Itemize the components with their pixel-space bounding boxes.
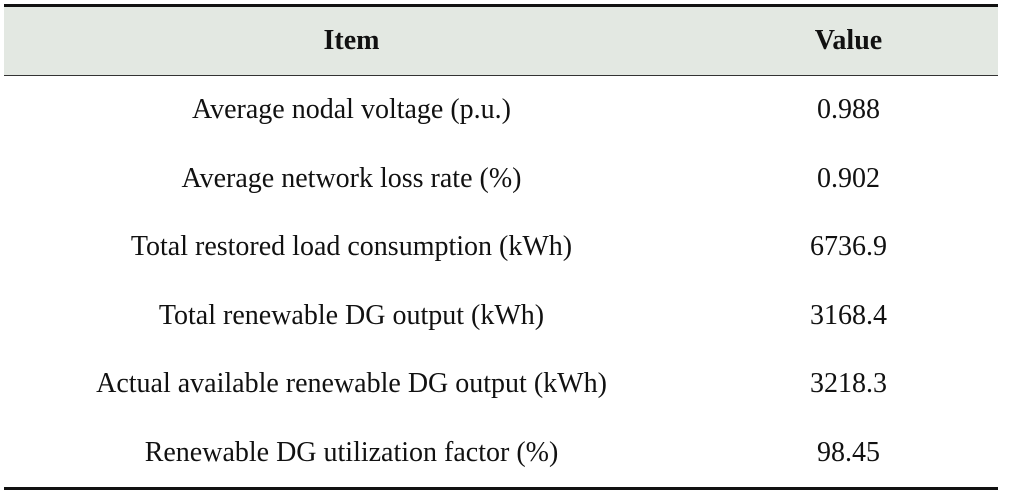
table-row: Total restored load consumption (kWh) 67…	[4, 213, 998, 282]
item-cell: Total renewable DG output (kWh)	[158, 299, 545, 331]
table-body: Average nodal voltage (p.u.) 0.988 Avera…	[4, 76, 998, 490]
item-cell: Total restored load consumption (kWh)	[130, 231, 573, 263]
value-cell: 3218.3	[810, 368, 887, 400]
value-cell: 6736.9	[810, 231, 887, 263]
table-header: Item Value	[4, 4, 998, 76]
item-cell: Renewable DG utilization factor (%)	[4, 418, 699, 490]
value-cell: 0.988	[817, 94, 880, 126]
results-table-container: Item Value Average nodal voltage (p.u.) …	[4, 4, 998, 490]
table-row: Actual available renewable DG output (kW…	[4, 350, 998, 419]
table-row: Average network loss rate (%) 0.902	[4, 145, 998, 214]
table-row: Average nodal voltage (p.u.) 0.988	[4, 76, 998, 145]
column-header-item: Item	[4, 4, 699, 76]
column-header-value: Value	[699, 4, 998, 76]
value-cell: 3168.4	[810, 299, 887, 331]
item-cell: Average network loss rate (%)	[181, 162, 522, 194]
item-cell: Actual available renewable DG output (kW…	[96, 368, 607, 400]
table-row: Renewable DG utilization factor (%) 98.4…	[4, 418, 998, 490]
value-cell: 98.45	[699, 418, 998, 490]
table-row: Total renewable DG output (kWh) 3168.4	[4, 282, 998, 351]
header-row: Item Value	[4, 4, 998, 76]
item-cell: Average nodal voltage (p.u.)	[191, 94, 512, 126]
results-table: Item Value Average nodal voltage (p.u.) …	[4, 4, 998, 490]
value-cell: 0.902	[817, 162, 880, 194]
